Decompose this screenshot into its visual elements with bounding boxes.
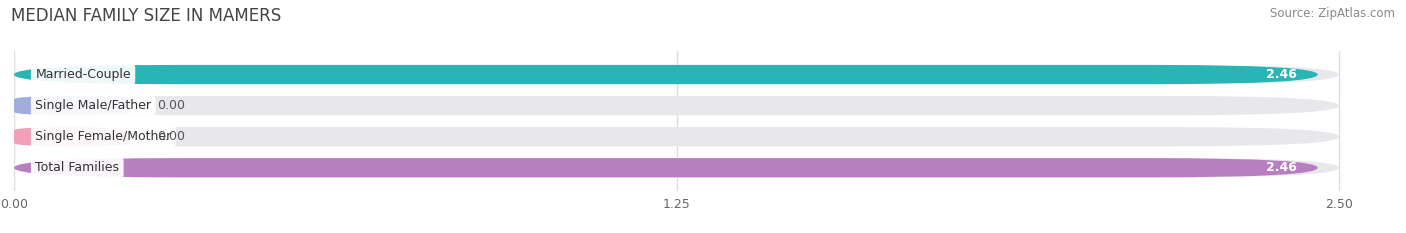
Text: Single Female/Mother: Single Female/Mother: [35, 130, 172, 143]
Text: 0.00: 0.00: [157, 99, 186, 112]
FancyBboxPatch shape: [14, 158, 1339, 177]
FancyBboxPatch shape: [14, 65, 1339, 84]
FancyBboxPatch shape: [14, 127, 1339, 146]
Text: MEDIAN FAMILY SIZE IN MAMERS: MEDIAN FAMILY SIZE IN MAMERS: [11, 7, 281, 25]
FancyBboxPatch shape: [14, 96, 131, 115]
FancyBboxPatch shape: [14, 96, 1339, 115]
FancyBboxPatch shape: [14, 65, 1317, 84]
Text: Married-Couple: Married-Couple: [35, 68, 131, 81]
Text: 2.46: 2.46: [1265, 68, 1296, 81]
Text: Single Male/Father: Single Male/Father: [35, 99, 152, 112]
Text: Source: ZipAtlas.com: Source: ZipAtlas.com: [1270, 7, 1395, 20]
Text: 2.46: 2.46: [1265, 161, 1296, 174]
Text: Total Families: Total Families: [35, 161, 120, 174]
FancyBboxPatch shape: [14, 158, 1317, 177]
Text: 0.00: 0.00: [157, 130, 186, 143]
FancyBboxPatch shape: [14, 127, 131, 146]
